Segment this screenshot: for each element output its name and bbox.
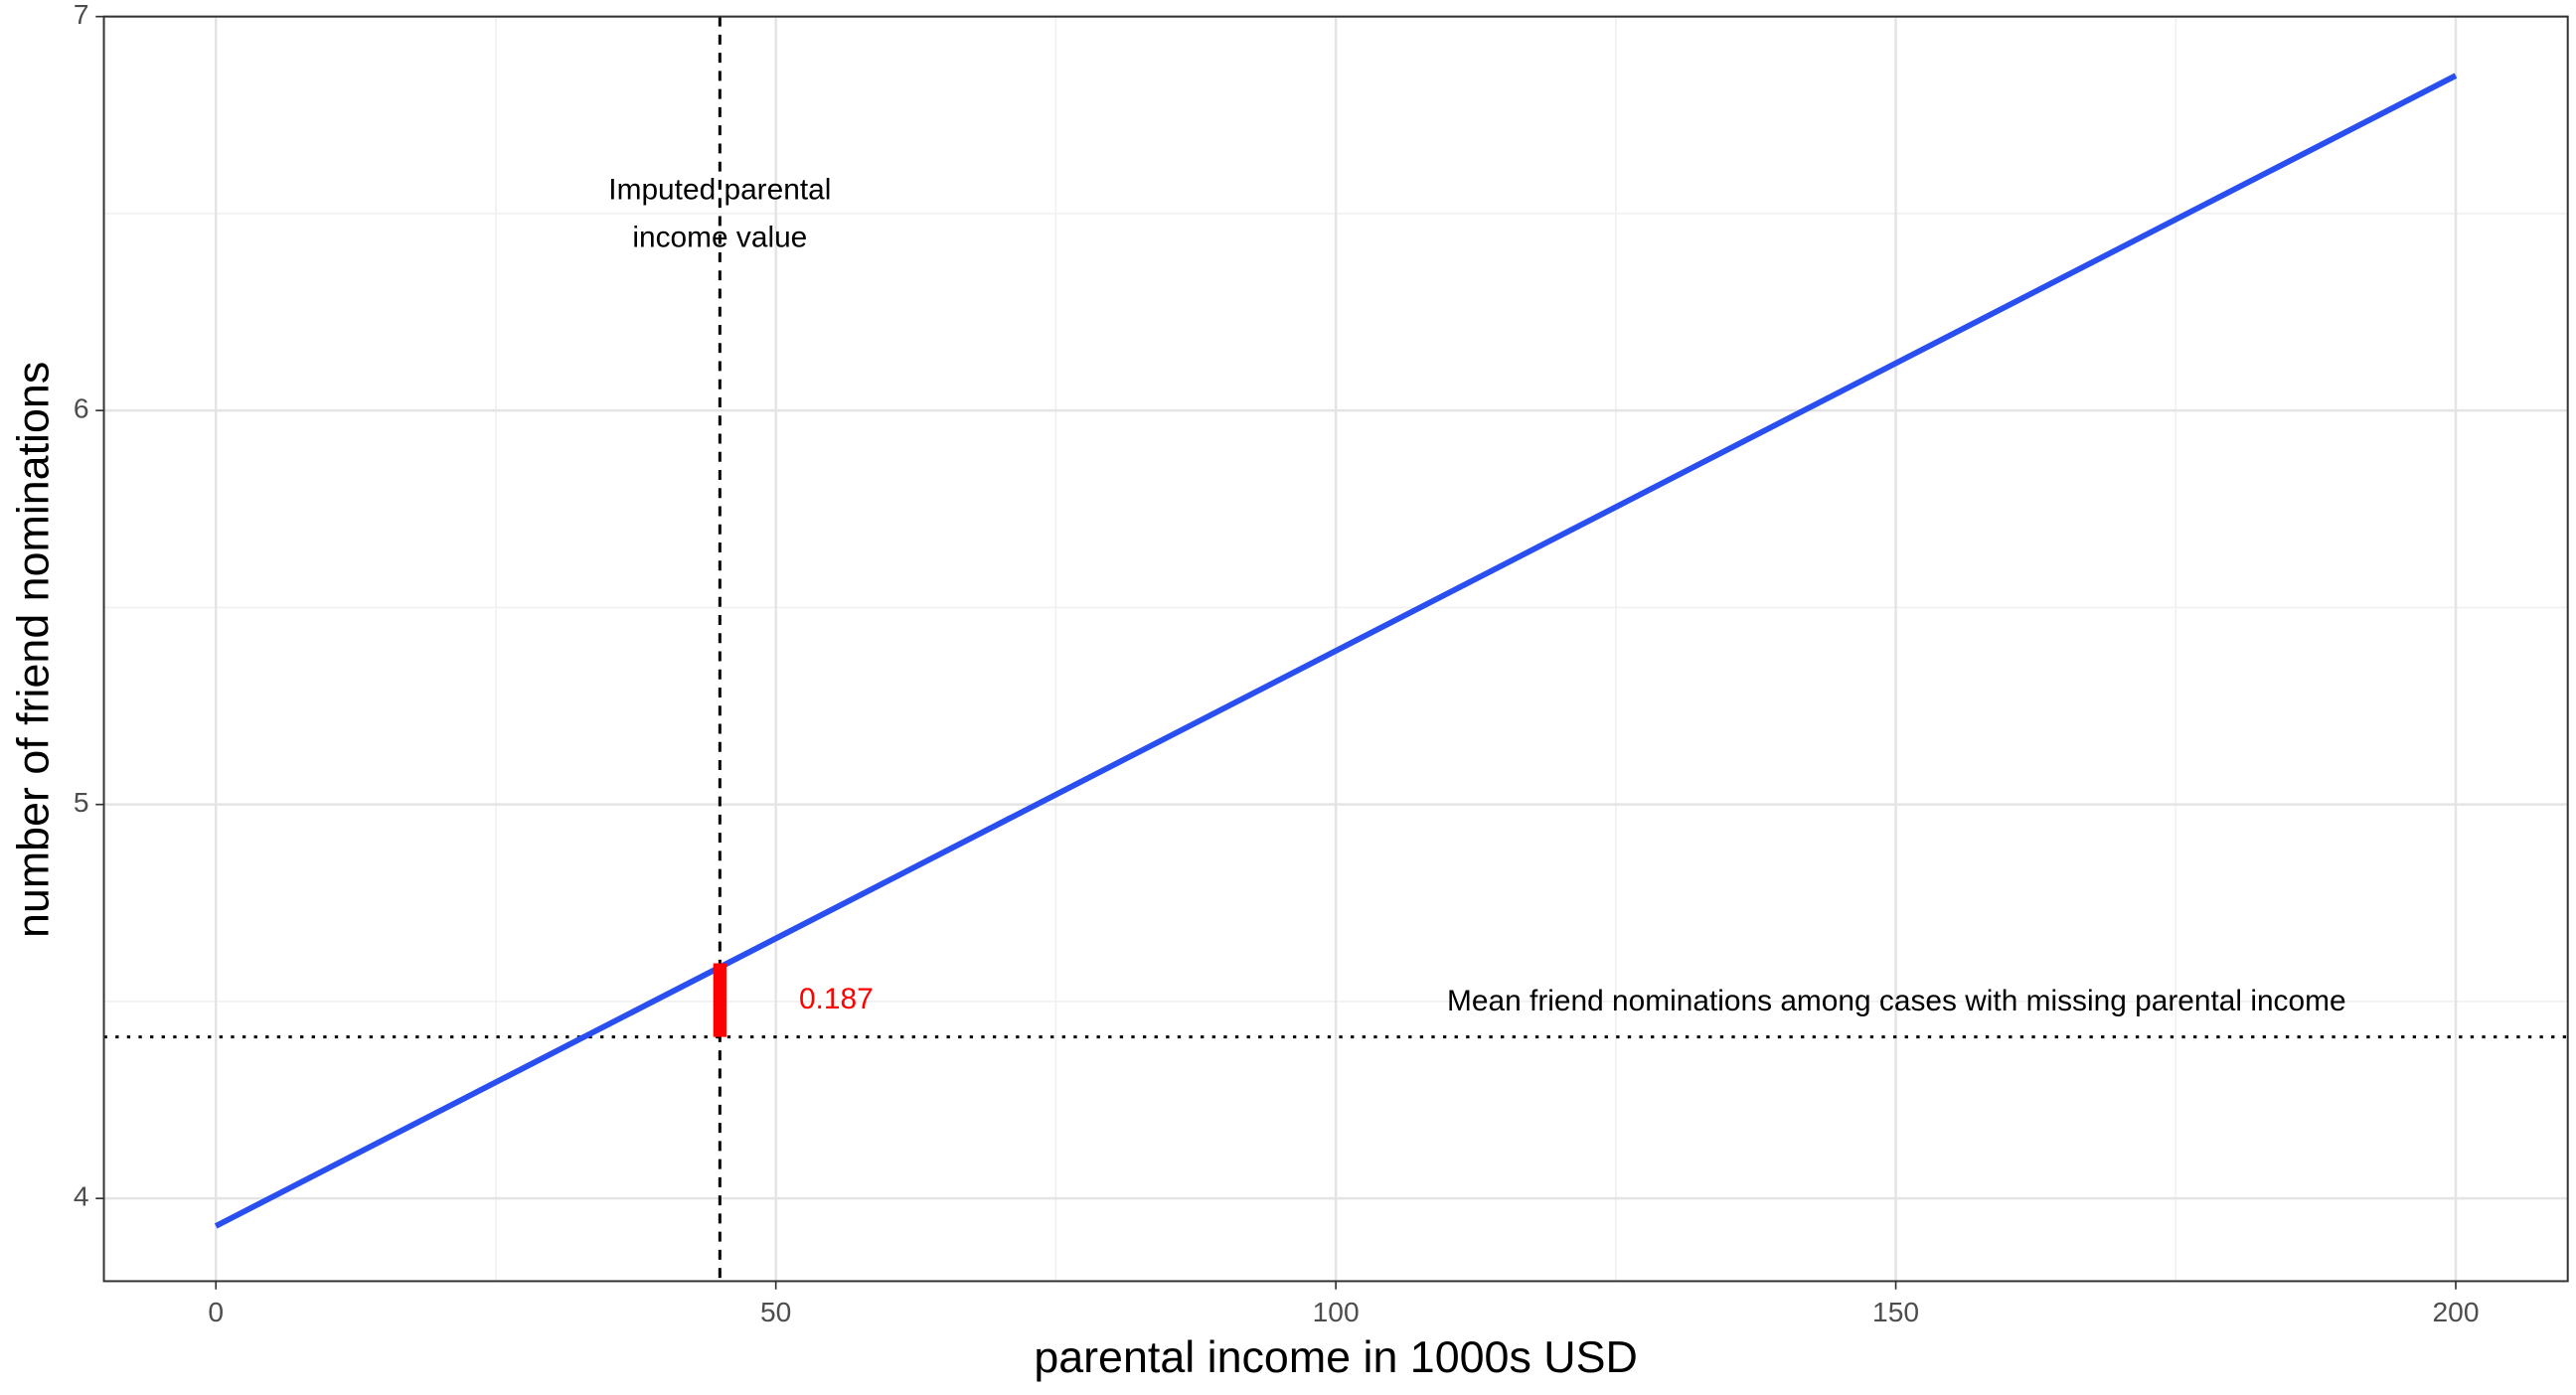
vline-annotation: Imputed parental — [608, 173, 831, 206]
y-tick-label: 6 — [74, 392, 89, 424]
plot-border — [102, 15, 2569, 1283]
x-tick-label: 100 — [1313, 1296, 1360, 1327]
difference-label: 0.187 — [799, 983, 874, 1015]
y-tick-label: 7 — [74, 0, 89, 30]
x-tick-label: 0 — [208, 1296, 224, 1327]
x-tick-label: 50 — [760, 1296, 791, 1327]
vline-annotation: income value — [632, 222, 807, 254]
line-series — [214, 73, 2458, 1229]
y-axis-title: number of friend nominations — [8, 362, 58, 938]
y-tick-label: 5 — [74, 786, 89, 818]
y-tick-label: 4 — [74, 1180, 89, 1212]
x-tick-label: 200 — [2432, 1296, 2479, 1327]
hline-annotation: Mean friend nominations among cases with… — [1447, 985, 2346, 1017]
x-tick-label: 150 — [1872, 1296, 1919, 1327]
x-axis-title: parental income in 1000s USD — [1034, 1332, 1638, 1382]
